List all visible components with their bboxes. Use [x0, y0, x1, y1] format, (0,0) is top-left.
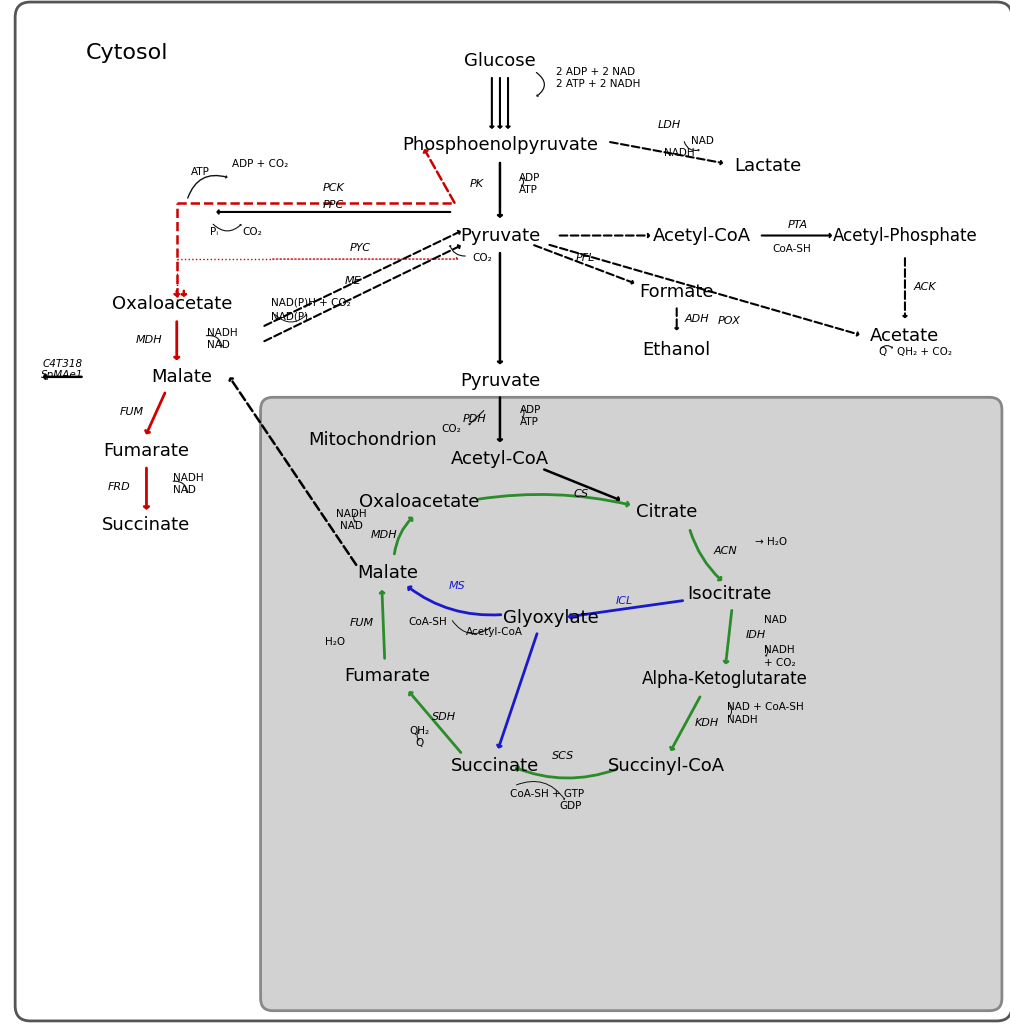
Text: Fumarate: Fumarate [103, 441, 190, 460]
Text: NADH: NADH [173, 473, 203, 483]
Text: ME: ME [345, 275, 362, 286]
Text: PCK: PCK [322, 183, 344, 194]
Text: PK: PK [470, 179, 484, 189]
Text: PPC: PPC [322, 200, 344, 210]
Text: ADH: ADH [685, 314, 709, 325]
Text: FRD: FRD [108, 482, 130, 493]
Text: POX: POX [718, 315, 740, 326]
Text: Oxaloacetate: Oxaloacetate [359, 493, 480, 511]
Text: NADH: NADH [665, 147, 695, 158]
Text: NAD: NAD [207, 340, 230, 350]
Text: Citrate: Citrate [636, 503, 697, 521]
Text: Q: Q [415, 738, 423, 749]
Text: ATP: ATP [520, 417, 539, 427]
Text: C4T318: C4T318 [42, 358, 83, 369]
FancyBboxPatch shape [261, 397, 1002, 1011]
Text: NAD(P): NAD(P) [271, 311, 308, 322]
Text: NAD: NAD [764, 614, 787, 625]
Text: Acetate: Acetate [871, 327, 939, 345]
Text: ADP: ADP [519, 173, 540, 183]
Text: CO₂: CO₂ [242, 227, 263, 238]
Text: IDH: IDH [745, 630, 766, 640]
Text: Pyruvate: Pyruvate [460, 372, 540, 390]
Text: Mitochondrion: Mitochondrion [308, 431, 436, 450]
Text: NAD: NAD [340, 521, 363, 531]
Text: Phosphoenolpyruvate: Phosphoenolpyruvate [402, 136, 598, 155]
Text: ATP: ATP [191, 167, 209, 177]
Text: NADH: NADH [336, 509, 367, 519]
Text: Acetyl-CoA: Acetyl-CoA [450, 450, 549, 468]
Text: Acetyl-CoA: Acetyl-CoA [652, 226, 751, 245]
Text: Pyruvate: Pyruvate [460, 226, 540, 245]
Text: KDH: KDH [695, 718, 719, 728]
Text: NAD: NAD [691, 136, 713, 146]
Text: Pᵢ: Pᵢ [210, 227, 218, 238]
Text: MDH: MDH [136, 335, 163, 345]
Text: CoA-SH: CoA-SH [409, 616, 447, 627]
Text: QH₂: QH₂ [409, 726, 429, 736]
Text: NADH: NADH [207, 328, 237, 338]
Text: NAD: NAD [173, 485, 196, 496]
Text: NADH: NADH [764, 645, 794, 655]
Text: PDH: PDH [463, 414, 487, 424]
Text: CoA-SH: CoA-SH [773, 244, 811, 254]
FancyBboxPatch shape [15, 2, 1010, 1021]
Text: QH₂ + CO₂: QH₂ + CO₂ [897, 347, 951, 357]
Text: H₂O: H₂O [325, 637, 345, 647]
Text: ACK: ACK [914, 282, 936, 292]
Text: FUM: FUM [349, 617, 374, 628]
Text: Acetyl-CoA: Acetyl-CoA [467, 627, 523, 637]
Text: ACN: ACN [713, 546, 737, 556]
Text: NADH: NADH [727, 715, 758, 725]
Text: ADP + CO₂: ADP + CO₂ [232, 159, 289, 169]
Text: Succinate: Succinate [102, 516, 191, 535]
Text: PFL: PFL [576, 253, 596, 263]
Text: PYC: PYC [350, 243, 371, 253]
Text: Cytosol: Cytosol [86, 43, 169, 63]
Text: Glucose: Glucose [464, 52, 536, 71]
Text: FUM: FUM [119, 407, 143, 417]
Text: PTA: PTA [788, 220, 808, 230]
Text: Oxaloacetate: Oxaloacetate [111, 295, 232, 313]
Text: Malate: Malate [152, 368, 212, 386]
Text: Formate: Formate [639, 283, 714, 301]
Text: ATP: ATP [519, 185, 538, 196]
Text: Succinate: Succinate [450, 757, 539, 775]
Text: CO₂: CO₂ [473, 253, 493, 263]
Text: Acetyl-Phosphate: Acetyl-Phosphate [832, 226, 978, 245]
Text: 2 ATP + 2 NADH: 2 ATP + 2 NADH [556, 79, 640, 89]
Text: LDH: LDH [658, 120, 682, 130]
Text: → H₂O: → H₂O [755, 537, 788, 547]
Text: ADP: ADP [520, 404, 541, 415]
Text: CO₂: CO₂ [441, 424, 462, 434]
Text: Glyoxylate: Glyoxylate [503, 609, 598, 628]
Text: Q: Q [879, 347, 887, 357]
Text: Ethanol: Ethanol [642, 341, 711, 359]
Text: + CO₂: + CO₂ [764, 657, 795, 668]
Text: Fumarate: Fumarate [343, 667, 430, 685]
Text: Alpha-Ketoglutarate: Alpha-Ketoglutarate [642, 670, 808, 688]
Text: Isocitrate: Isocitrate [687, 585, 772, 603]
Text: CoA-SH + GTP: CoA-SH + GTP [510, 788, 584, 799]
Text: NAD + CoA-SH: NAD + CoA-SH [727, 701, 804, 712]
Text: Succinyl-CoA: Succinyl-CoA [608, 757, 725, 775]
Text: ICL: ICL [615, 596, 633, 606]
Text: SCS: SCS [551, 751, 574, 761]
Text: SDH: SDH [432, 712, 457, 722]
Text: CS: CS [574, 488, 588, 499]
Text: SpMAe1: SpMAe1 [41, 370, 84, 380]
Text: 2 ADP + 2 NAD: 2 ADP + 2 NAD [556, 67, 634, 77]
Text: MS: MS [449, 581, 466, 591]
Text: Lactate: Lactate [734, 157, 801, 175]
Text: Malate: Malate [358, 564, 418, 583]
Text: NAD(P)H + CO₂: NAD(P)H + CO₂ [271, 297, 350, 307]
Text: GDP: GDP [560, 801, 582, 811]
Text: MDH: MDH [371, 529, 397, 540]
